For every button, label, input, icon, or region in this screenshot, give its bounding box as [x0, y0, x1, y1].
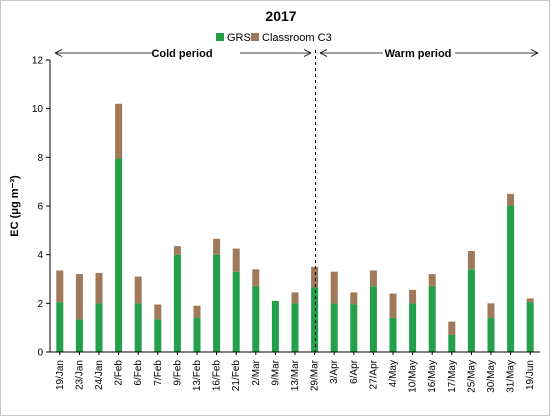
bar-classroom-c3 [232, 248, 240, 272]
y-tick-label: 6 [37, 202, 43, 213]
bars [56, 103, 534, 352]
bar-grs [369, 286, 377, 352]
bar-classroom-c3 [193, 305, 201, 318]
x-tick-label: 17/May [447, 360, 458, 393]
x-tick-label: 29/Mar [310, 359, 321, 391]
bar-classroom-c3 [448, 321, 456, 335]
bar-classroom-c3 [252, 269, 260, 287]
x-tick-label: 13/Feb [192, 360, 203, 392]
bar-grs [448, 334, 456, 352]
x-tick-label: 30/May [486, 360, 497, 393]
bar-grs [330, 303, 338, 352]
y-tick-label: 0 [37, 348, 43, 359]
x-tick-label: 21/Feb [231, 360, 242, 392]
bar-grs [409, 303, 417, 352]
bar-classroom-c3 [487, 303, 495, 318]
y-axis-label: EC (μg m⁻³) [9, 175, 21, 237]
bar-classroom-c3 [526, 298, 534, 303]
bar-grs [467, 269, 475, 352]
y-tick-label: 2 [37, 299, 43, 310]
bar-grs [173, 254, 181, 352]
bar-grs [311, 287, 319, 352]
x-tick-label: 19/Jan [55, 360, 66, 390]
x-tick-label: 23/Jan [74, 360, 85, 390]
bar-grs [507, 206, 515, 352]
y-tick-label: 4 [37, 250, 43, 261]
bar-grs [389, 317, 397, 352]
y-tick-label: 8 [37, 153, 43, 164]
bar-grs [291, 303, 299, 352]
bar-grs [115, 158, 123, 352]
bar-grs [75, 319, 83, 352]
bar-classroom-c3 [330, 271, 338, 304]
bar-classroom-c3 [507, 193, 515, 206]
x-tick-label: 2/Feb [114, 360, 125, 386]
bar-classroom-c3 [115, 103, 123, 159]
bar-classroom-c3 [369, 270, 377, 287]
bar-classroom-c3 [173, 246, 181, 255]
x-tick-label: 13/Mar [290, 359, 301, 391]
warm-period-arrow-head-left [319, 49, 328, 57]
bar-grs [154, 319, 162, 352]
bar-grs [56, 302, 64, 352]
cold-period-label: Cold period [151, 48, 212, 60]
bar-classroom-c3 [56, 270, 64, 303]
x-tick-label: 4/May [388, 360, 399, 387]
x-tick-label: 31/May [506, 360, 517, 393]
bar-grs [213, 254, 221, 352]
bar-classroom-c3 [428, 274, 436, 287]
warm-period-arrow-head [530, 49, 539, 57]
cold-period-arrow-head-right [303, 49, 312, 57]
bar-classroom-c3 [389, 293, 397, 318]
bar-classroom-c3 [350, 292, 358, 305]
bar-grs [271, 300, 279, 352]
bar-classroom-c3 [95, 272, 103, 304]
bar-classroom-c3 [134, 276, 142, 304]
x-tick-label: 16/Feb [212, 360, 223, 392]
cold-period-arrow-head [54, 49, 63, 57]
x-tick-label: 16/May [427, 360, 438, 393]
bar-grs [134, 303, 142, 352]
warm-period-label: Warm period [385, 48, 452, 60]
bar-classroom-c3 [213, 238, 221, 255]
x-tick-label: 6/Apr [349, 359, 360, 384]
legend: GRS Classroom C3 [216, 32, 332, 44]
legend-label-classroom: Classroom C3 [262, 32, 332, 44]
x-tick-label: 3/Apr [329, 359, 340, 384]
x-tick-label: 9/Mar [270, 359, 281, 385]
x-tick-label: 27/Apr [368, 359, 379, 389]
legend-swatch-classroom [251, 33, 259, 41]
bar-grs [232, 271, 240, 352]
x-tick-label: 25/May [466, 360, 477, 393]
legend-swatch-grs [216, 33, 224, 41]
bar-classroom-c3 [291, 292, 299, 304]
x-tick-label: 2/Mar [251, 359, 262, 385]
bar-grs [428, 286, 436, 352]
bar-grs [95, 303, 103, 352]
y-axis: 0 2 4 6 8 10 12 [32, 56, 51, 359]
bar-grs [487, 317, 495, 352]
x-tick-label: 6/Feb [133, 360, 144, 386]
legend-label-grs: GRS [227, 32, 251, 44]
x-tick-label: 10/May [408, 360, 419, 393]
bar-classroom-c3 [311, 266, 319, 288]
x-tick-label: 19/Jun [525, 360, 536, 390]
bar-grs [252, 286, 260, 352]
bar-classroom-c3 [467, 251, 475, 270]
y-tick-label: 12 [32, 56, 44, 67]
x-tick-label: 7/Feb [153, 360, 164, 386]
x-tick-label: 24/Jan [94, 360, 105, 390]
bar-grs [526, 302, 534, 352]
bar-classroom-c3 [154, 304, 162, 320]
x-tick-label: 9/Feb [172, 360, 183, 386]
bar-classroom-c3 [409, 289, 417, 304]
x-axis: 19/Jan 23/Jan 24/Jan 2/Feb 6/Feb 7/Feb 9/Feb 13… [50, 351, 540, 393]
chart-title: 2017 [265, 8, 296, 24]
bar-classroom-c3 [75, 274, 83, 320]
period-annotations: Cold period Warm period [54, 48, 539, 352]
bar-grs [350, 304, 358, 352]
y-tick-label: 10 [32, 104, 44, 115]
bar-grs [193, 317, 201, 352]
